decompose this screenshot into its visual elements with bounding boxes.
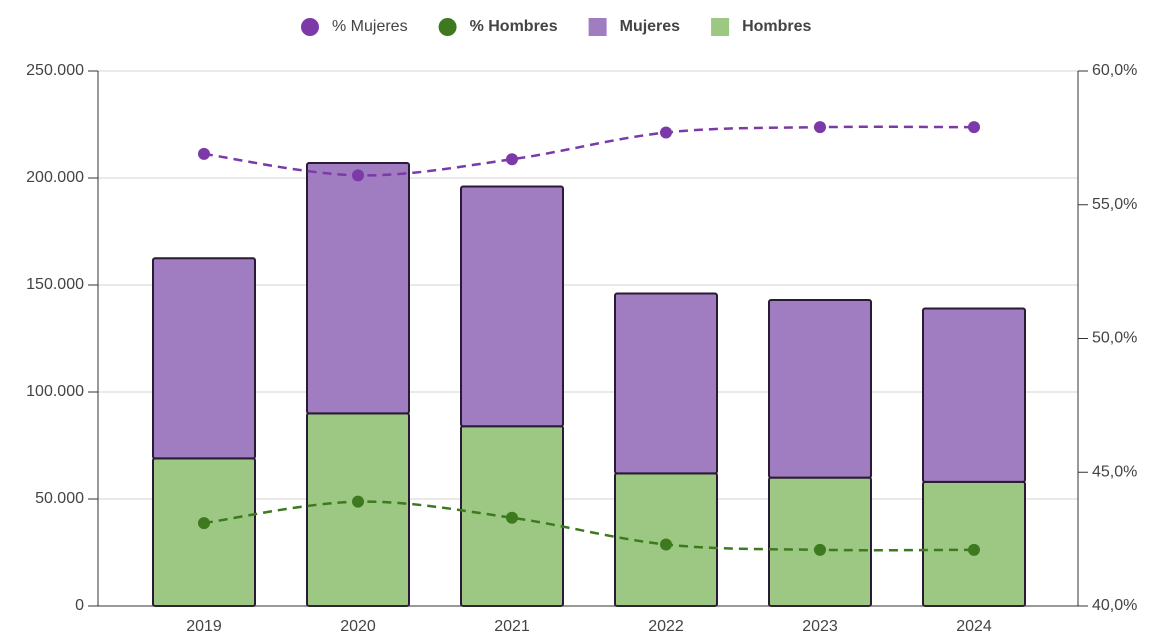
y-tick-label: 150.000 [26,276,84,293]
legend-item[interactable]: % Hombres [438,18,558,36]
x-tick-label: 2020 [340,618,376,635]
x-tick-label: 2022 [648,618,684,635]
line-point [352,169,364,182]
x-tick-label: 2023 [802,618,838,635]
legend-label: Hombres [742,18,811,35]
bar-segment [460,185,564,428]
bar-segment [922,307,1026,483]
line-point [968,543,980,556]
legend-label: % Hombres [470,18,558,35]
y-tick-label: 0 [75,597,84,614]
line-point [198,517,210,530]
legend-label: Mujeres [620,18,681,35]
y-tick-label: 100.000 [26,383,84,400]
legend-label: % Mujeres [332,18,408,35]
line-point [968,121,980,134]
line-point [814,121,826,134]
bar-segment [152,257,256,460]
y-tick-label: 250.000 [26,62,84,79]
y2-tick-label: 55,0% [1092,196,1137,213]
legend-marker [711,18,730,36]
bar-segment [152,457,256,607]
y2-tick-label: 50,0% [1092,330,1137,347]
line-point [660,538,672,551]
line-point [352,495,364,508]
y2-tick-label: 40,0% [1092,597,1137,614]
line [203,500,975,552]
legend-marker [588,18,607,36]
y-tick-label: 50.000 [35,490,84,507]
legend-marker [438,18,457,36]
line [203,125,975,177]
bar-segment [768,476,872,607]
x-tick-label: 2024 [956,618,992,635]
x-tick-label: 2019 [186,618,222,635]
bar-segment [306,162,410,415]
line-point [660,126,672,139]
line-point [198,147,210,160]
bar-segment [306,412,410,607]
line-point [814,543,826,556]
legend-item[interactable]: Hombres [711,18,812,36]
bar-segment [768,298,872,479]
bar-segment [614,292,718,475]
line-point [506,153,518,166]
legend-item[interactable]: Mujeres [588,18,681,36]
legend-marker [301,18,319,36]
line-point [506,511,518,524]
y2-tick-label: 45,0% [1092,463,1137,480]
x-tick-label: 2021 [494,618,530,635]
y-tick-label: 200.000 [26,169,84,186]
y2-tick-label: 60,0% [1092,62,1137,79]
legend-item[interactable]: % Mujeres [301,18,408,36]
